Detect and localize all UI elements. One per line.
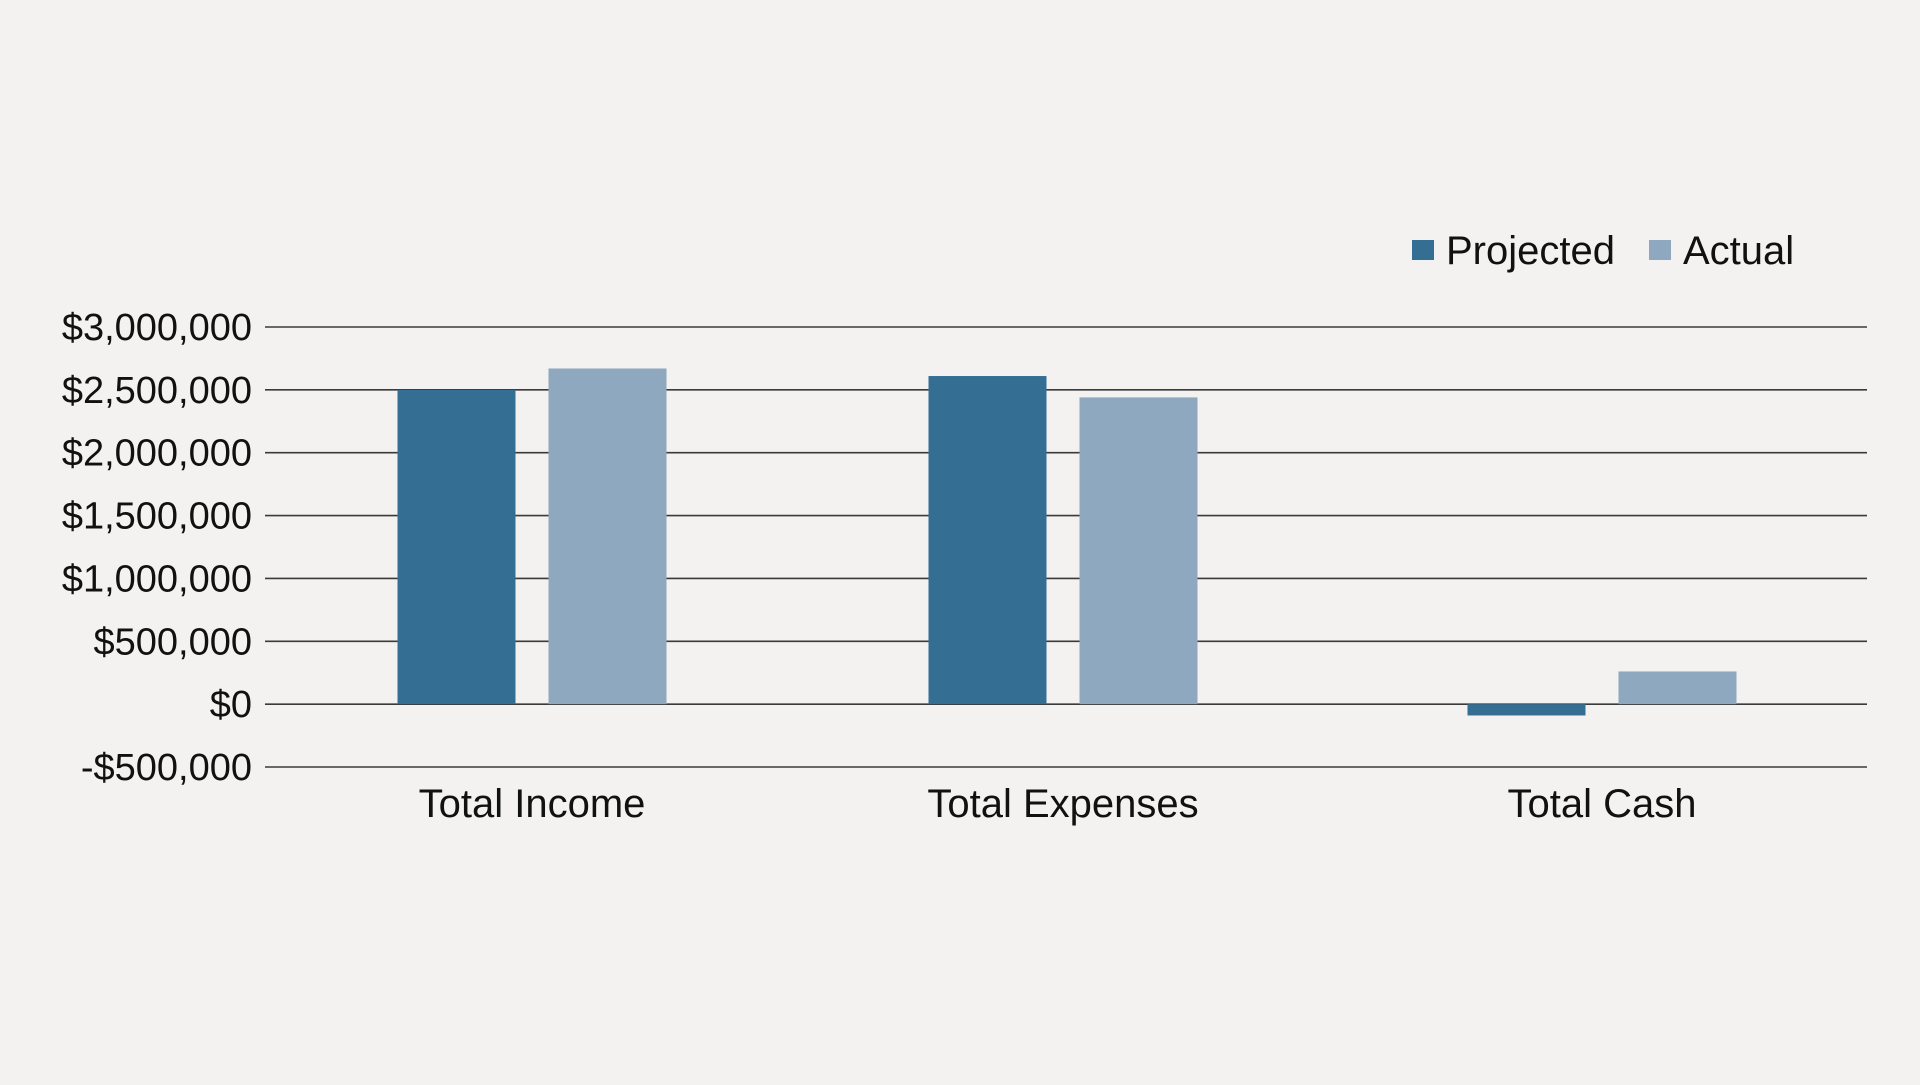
gridlines <box>265 326 1867 768</box>
y-tick-label: $2,500,000 <box>62 370 252 412</box>
bar-projected-total-expenses <box>928 376 1047 705</box>
bar-projected-total-income <box>397 389 516 705</box>
y-tick-label: $2,000,000 <box>62 433 252 475</box>
legend-label-actual: Actual <box>1683 229 1794 273</box>
y-tick-label: $500,000 <box>94 621 253 663</box>
y-tick-label: $3,000,000 <box>62 307 252 349</box>
y-tick-label: $1,500,000 <box>62 496 252 538</box>
y-axis-tick-labels: -$500,000 $0 $500,000 $1,000,000 $1,500,000 $… <box>62 307 252 789</box>
category-label: Total Cash <box>1508 782 1697 826</box>
bars <box>397 368 1737 716</box>
bar-actual-total-expenses <box>1079 397 1198 705</box>
bar-actual-total-cash <box>1618 671 1737 705</box>
y-tick-label: $0 <box>210 684 252 726</box>
legend: Projected Actual <box>1412 229 1794 273</box>
x-axis-category-labels: Total Income Total Expenses Total Cash <box>419 782 1697 826</box>
bar-actual-total-income <box>548 368 667 705</box>
category-label: Total Expenses <box>927 782 1198 826</box>
legend-swatch-actual <box>1649 240 1671 260</box>
legend-swatch-projected <box>1412 240 1434 260</box>
legend-label-projected: Projected <box>1446 229 1615 273</box>
y-tick-label: -$500,000 <box>81 747 252 789</box>
bar-projected-total-cash <box>1467 704 1586 716</box>
category-label: Total Income <box>419 782 646 826</box>
y-tick-label: $1,000,000 <box>62 558 252 600</box>
